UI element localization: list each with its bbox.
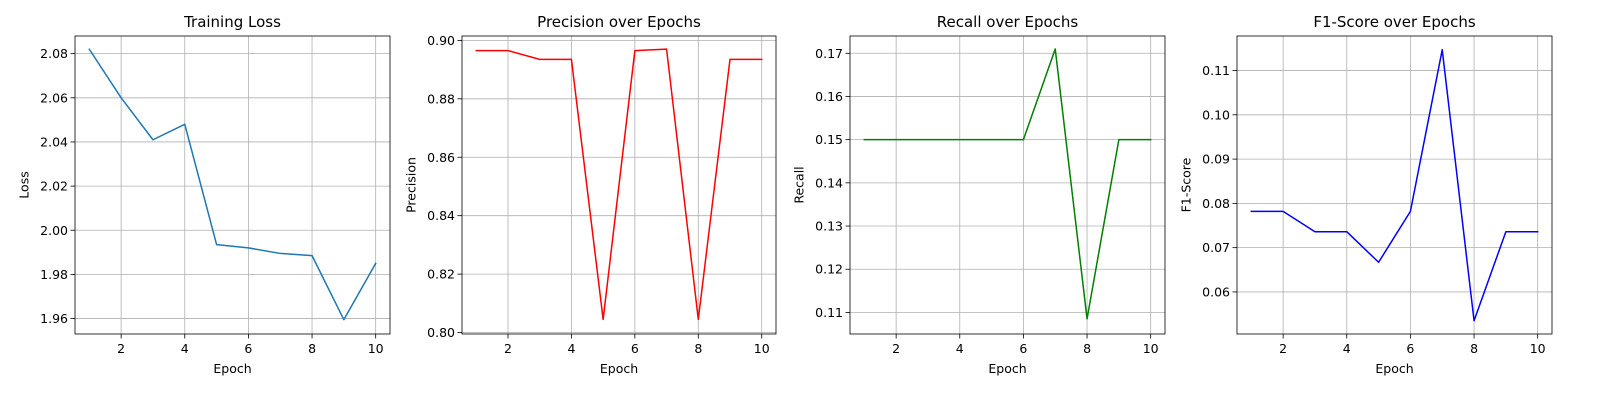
x-axis-label: Epoch	[1375, 361, 1413, 376]
y-tick-label: 0.17	[815, 46, 843, 61]
series-line	[88, 48, 377, 321]
y-tick-label: 1.96	[40, 311, 68, 326]
x-axis-label: Epoch	[213, 361, 251, 376]
x-tick-label: 2	[1279, 341, 1287, 356]
y-tick-label: 0.08	[1202, 196, 1230, 211]
y-axis-label: Recall	[791, 166, 806, 203]
y-tick-label: 2.00	[40, 223, 68, 238]
precision-panel: Precision over Epochs Epoch Precision 2 4…	[403, 13, 777, 376]
y-tick-label: 2.06	[40, 90, 68, 105]
y-tick-label: 0.12	[815, 262, 843, 277]
series-line	[475, 48, 763, 321]
y-tick-label: 0.16	[815, 89, 843, 104]
training-loss-panel: Training Loss Epoch Loss 2 4 6 8 10 1.96 1.98 2…	[16, 13, 391, 376]
y-tick-label: 0.07	[1202, 240, 1230, 255]
x-tick-label: 4	[181, 341, 189, 356]
y-tick-label: 0.11	[815, 305, 843, 320]
y-tick-label: 0.84	[427, 208, 455, 223]
series-line	[1250, 48, 1539, 322]
axes-frame	[74, 35, 391, 335]
y-tick-label: 0.11	[1202, 63, 1230, 78]
axes-frame	[461, 35, 777, 335]
x-tick-label: 6	[1406, 341, 1414, 356]
x-tick-label: 6	[631, 341, 639, 356]
y-tick-label: 0.13	[815, 219, 843, 234]
panel-title: F1-Score over Epochs	[1313, 13, 1476, 31]
y-tick-label: 0.88	[427, 91, 455, 106]
y-tick-label: 0.10	[1202, 107, 1230, 122]
x-tick-label: 8	[1083, 341, 1091, 356]
y-tick-label: 1.98	[40, 267, 68, 282]
y-tick-label: 0.90	[427, 33, 455, 48]
x-tick-label: 10	[754, 341, 770, 356]
y-axis-label: Precision	[403, 157, 418, 213]
y-tick-label: 0.15	[815, 132, 843, 147]
recall-panel: Recall over Epochs Epoch Recall 2 4 6 8 10 0.…	[791, 13, 1166, 376]
x-tick-label: 10	[1143, 341, 1159, 356]
y-tick-label: 0.80	[427, 325, 455, 340]
axes-frame	[1236, 35, 1553, 335]
y-tick-label: 2.08	[40, 46, 68, 61]
y-tick-label: 0.14	[815, 175, 843, 190]
x-tick-label: 8	[308, 341, 316, 356]
x-tick-label: 2	[117, 341, 125, 356]
x-tick-label: 4	[1343, 341, 1351, 356]
y-tick-label: 0.06	[1202, 284, 1230, 299]
x-tick-label: 10	[1530, 341, 1546, 356]
y-tick-label: 2.02	[40, 179, 68, 194]
y-tick-label: 0.82	[427, 267, 455, 282]
panel-title: Recall over Epochs	[937, 13, 1079, 31]
x-tick-label: 8	[694, 341, 702, 356]
y-tick-label: 0.09	[1202, 152, 1230, 167]
x-tick-label: 2	[504, 341, 512, 356]
series-line	[863, 48, 1152, 320]
x-tick-label: 10	[368, 341, 384, 356]
x-tick-label: 4	[956, 341, 964, 356]
x-tick-label: 4	[567, 341, 575, 356]
y-tick-label: 2.04	[40, 134, 68, 149]
y-axis-label: Loss	[16, 171, 31, 198]
x-axis-label: Epoch	[600, 361, 638, 376]
y-tick-label: 0.86	[427, 150, 455, 165]
x-axis-label: Epoch	[988, 361, 1026, 376]
panel-title: Training Loss	[183, 13, 281, 31]
x-tick-label: 6	[1019, 341, 1027, 356]
x-tick-label: 8	[1470, 341, 1478, 356]
y-axis-label: F1-Score	[1178, 157, 1193, 212]
panel-title: Precision over Epochs	[537, 13, 701, 31]
x-tick-label: 6	[244, 341, 252, 356]
x-tick-label: 2	[892, 341, 900, 356]
axes-frame	[849, 35, 1166, 335]
f1-score-panel: F1-Score over Epochs Epoch F1-Score 2 4 6 8…	[1178, 13, 1553, 376]
